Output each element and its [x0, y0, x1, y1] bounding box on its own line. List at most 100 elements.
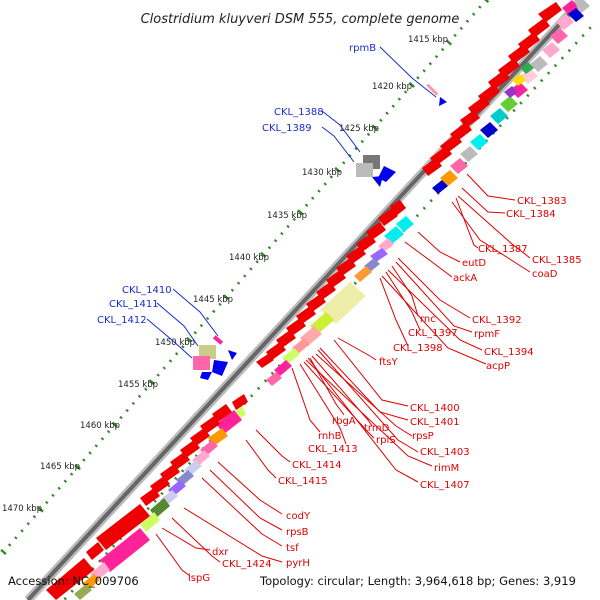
- gene-label[interactable]: eutD: [462, 258, 486, 269]
- gene-label[interactable]: trmD: [364, 423, 390, 434]
- gene-label[interactable]: CKL_1392: [472, 315, 522, 326]
- gene-label-CKL_1410[interactable]: CKL_1410: [122, 285, 172, 296]
- gene-band[interactable]: [292, 338, 310, 354]
- gene-band[interactable]: [100, 528, 150, 572]
- leader: [303, 361, 375, 439]
- gene-band[interactable]: [490, 108, 508, 124]
- gene-label[interactable]: rpsB: [286, 527, 309, 538]
- gene-band[interactable]: [542, 42, 560, 58]
- gene-band[interactable]: [568, 8, 584, 22]
- gene-block[interactable]: [46, 558, 94, 600]
- gene-label-CKL_1388[interactable]: CKL_1388: [274, 107, 324, 118]
- gene-block[interactable]: [140, 488, 160, 506]
- gene-label[interactable]: CKL_1387: [478, 244, 528, 255]
- gene-band-ftsY[interactable]: [320, 282, 366, 324]
- gene-label[interactable]: CKL_1403: [420, 447, 470, 458]
- gene-band[interactable]: [396, 216, 414, 232]
- gene-band[interactable]: [216, 410, 242, 434]
- gene-label[interactable]: CKL_1385: [532, 255, 582, 266]
- gene-band[interactable]: [556, 14, 574, 30]
- gene-label[interactable]: CKL_1424: [222, 559, 272, 570]
- gene-label[interactable]: CKL_1394: [484, 347, 534, 358]
- gene-label[interactable]: ackA: [453, 273, 477, 284]
- gene-label[interactable]: rnc: [420, 314, 436, 325]
- gene-block[interactable]: [232, 394, 248, 410]
- scale-dot: [465, 19, 470, 23]
- gene-band[interactable]: [562, 0, 580, 16]
- scale-dot: [533, 86, 537, 90]
- scale-dot: [180, 469, 185, 473]
- gene-block[interactable]: [96, 504, 150, 550]
- gene-label-rpmB[interactable]: rpmB: [349, 43, 376, 54]
- gene-band[interactable]: [440, 170, 458, 186]
- gene-CKL_1412[interactable]: [193, 356, 210, 370]
- gene-label[interactable]: rbgA: [332, 416, 356, 427]
- gene-band[interactable]: [354, 266, 372, 282]
- gene-label[interactable]: rimM: [434, 463, 459, 474]
- gene-arrow[interactable]: [372, 176, 383, 187]
- gene-label[interactable]: CKL_1400: [410, 403, 460, 414]
- gene-rpmB[interactable]: [426, 83, 439, 96]
- gene-block[interactable]: [422, 158, 442, 176]
- gene-band[interactable]: [520, 62, 534, 74]
- gene-CKL_1410[interactable]: [212, 335, 224, 345]
- gene-block[interactable]: [256, 354, 274, 368]
- gene-label[interactable]: CKL_1383: [517, 196, 567, 207]
- gene-label[interactable]: rpsP: [412, 431, 434, 442]
- gene-label[interactable]: dxr: [212, 547, 229, 558]
- gene-label[interactable]: coaD: [532, 269, 558, 280]
- gene-band[interactable]: [480, 122, 498, 138]
- gene-band[interactable]: [432, 180, 448, 194]
- gene-CKL_1389[interactable]: [356, 163, 373, 177]
- gene-label-CKL_1389[interactable]: CKL_1389: [262, 123, 312, 134]
- gene-label[interactable]: ispG: [188, 573, 210, 584]
- gene-CKL_1389-arrow[interactable]: [378, 166, 396, 182]
- gene-label[interactable]: tsf: [286, 543, 299, 554]
- gene-band[interactable]: [530, 56, 548, 72]
- gene-arrow[interactable]: [200, 372, 212, 380]
- gene-block[interactable]: [538, 2, 562, 22]
- gene-band[interactable]: [470, 134, 488, 150]
- gene-rpmB-arrow[interactable]: [439, 97, 447, 106]
- gene-label-CKL_1412[interactable]: CKL_1412: [97, 315, 147, 326]
- kbp-label: 1435 kbp: [267, 211, 307, 221]
- gene-band[interactable]: [574, 0, 590, 14]
- gene-label[interactable]: CKL_1398: [393, 343, 443, 354]
- gene-label[interactable]: CKL_1401: [410, 417, 460, 428]
- gene-CKL_1410-arrow[interactable]: [228, 350, 237, 360]
- gene-label[interactable]: CKL_1397: [408, 328, 458, 339]
- gene-band[interactable]: [274, 360, 292, 376]
- gene-label[interactable]: ftsY: [379, 357, 398, 368]
- gene-label[interactable]: CKL_1384: [506, 209, 556, 220]
- gene-band[interactable]: [504, 86, 518, 98]
- gene-label[interactable]: CKL_1415: [278, 476, 328, 487]
- gene-band[interactable]: [266, 372, 282, 386]
- gene-band[interactable]: [500, 96, 518, 112]
- gene-CKL_1411[interactable]: [199, 345, 216, 359]
- gene-block[interactable]: [266, 342, 286, 360]
- gene-band[interactable]: [282, 348, 300, 364]
- gene-band[interactable]: [450, 158, 468, 174]
- gene-label[interactable]: codY: [286, 511, 311, 522]
- gene-band[interactable]: [460, 146, 478, 162]
- gene-label[interactable]: CKL_1407: [420, 480, 470, 491]
- scale-dot: [205, 316, 210, 321]
- gene-block[interactable]: [86, 542, 104, 560]
- gene-label[interactable]: acpP: [486, 361, 510, 372]
- gene-band[interactable]: [512, 74, 526, 86]
- gene-label-CKL_1411[interactable]: CKL_1411: [109, 299, 159, 310]
- scale-dot: [7, 543, 12, 547]
- gene-block[interactable]: [378, 208, 398, 226]
- gene-label[interactable]: rplS: [376, 435, 396, 446]
- gene-band[interactable]: [74, 584, 92, 600]
- gene-band[interactable]: [550, 28, 568, 44]
- gene-CKL_1412-arrow[interactable]: [212, 360, 228, 376]
- gene-label[interactable]: rpmF: [474, 329, 500, 340]
- gene-band[interactable]: [140, 512, 160, 532]
- gene-block[interactable]: [212, 404, 232, 422]
- gene-label[interactable]: rnhB: [318, 431, 342, 442]
- gene-band[interactable]: [150, 498, 170, 518]
- gene-label[interactable]: CKL_1413: [308, 444, 358, 455]
- gene-label[interactable]: CKL_1414: [292, 460, 342, 471]
- gene-label[interactable]: pyrH: [286, 558, 310, 569]
